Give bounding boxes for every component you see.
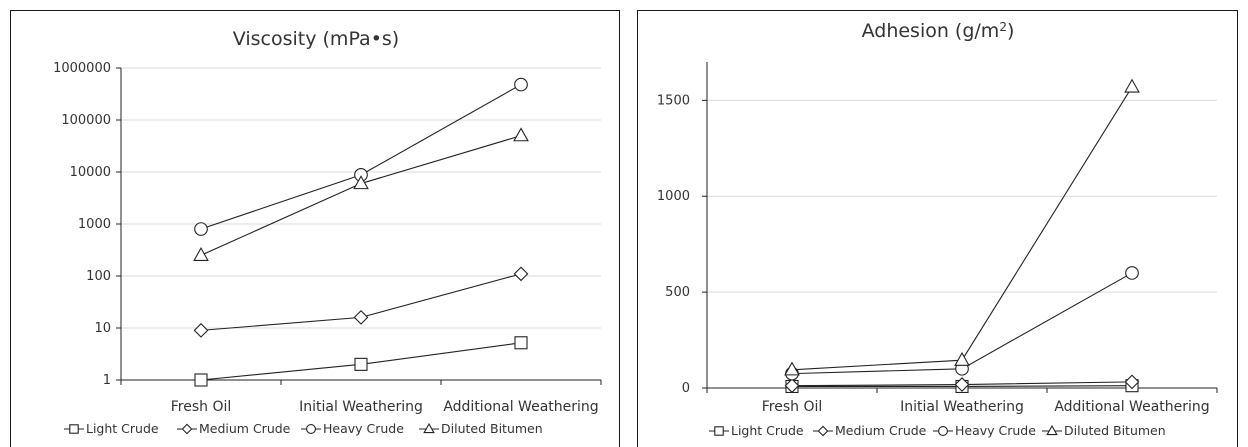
series-diluted-bitumen — [193, 127, 529, 261]
data-point — [194, 373, 208, 387]
chart-title: Viscosity (mPa•s) — [233, 28, 399, 50]
data-point — [193, 246, 209, 261]
data-point — [514, 336, 528, 350]
legend-marker — [69, 424, 79, 434]
legend-label: Light Crude — [731, 423, 804, 438]
legend-item: Light Crude — [64, 421, 159, 436]
x-tick-label: Initial Weathering — [299, 399, 423, 415]
data-point — [1124, 374, 1140, 390]
series-line — [200, 84, 522, 230]
chart-title: Adhesion (g/m2) — [862, 20, 1015, 42]
data-point — [784, 378, 800, 394]
data-point — [1124, 78, 1140, 93]
data-point — [954, 351, 970, 366]
y-tick-label: 1 — [103, 373, 111, 388]
y-tick-label: 100000 — [61, 113, 111, 128]
legend-label: Diluted Bitumen — [1064, 423, 1166, 438]
legend-label: Heavy Crude — [955, 423, 1036, 438]
x-tick-label: Additional Weathering — [1054, 399, 1209, 415]
y-tick-label: 1000 — [78, 217, 111, 232]
y-tick-label: 10 — [94, 321, 111, 336]
legend-item: Heavy Crude — [301, 421, 404, 436]
data-point — [353, 310, 369, 325]
legend-item: Medium Crude — [177, 421, 291, 436]
viscosity-chart-panel: Viscosity (mPa•s) 1 10 100 1000 10000 100000 1… — [10, 10, 620, 447]
data-point — [954, 377, 970, 392]
series-medium-crude — [784, 374, 1140, 394]
legend-marker — [817, 425, 829, 437]
legend-marker — [306, 424, 316, 434]
data-point — [513, 127, 529, 142]
adhesion-chart: Adhesion (g/m2) 0 500 1000 1500 Fresh Oil Ini… — [657, 20, 1218, 438]
legend-label: Diluted Bitumen — [441, 421, 543, 436]
legend-marker — [714, 426, 724, 436]
data-point — [514, 77, 528, 92]
series-heavy-crude — [194, 77, 528, 236]
y-tick-label: 0 — [682, 381, 690, 396]
y-tick-label: 1000000 — [53, 61, 111, 76]
data-point — [1125, 266, 1139, 280]
legend-item: Light Crude — [709, 423, 804, 438]
series-line — [200, 135, 522, 256]
legend-item: Heavy Crude — [933, 423, 1036, 438]
series-line — [791, 86, 1133, 371]
x-tick-label: Additional Weathering — [443, 399, 598, 415]
data-point — [354, 357, 368, 371]
adhesion-chart-panel: Adhesion (g/m2) 0 500 1000 1500 Fresh Oil Ini… — [637, 10, 1238, 447]
data-point — [193, 323, 209, 338]
series-diluted-bitumen — [784, 78, 1140, 376]
legend-marker — [181, 423, 193, 435]
y-tick-label: 500 — [665, 285, 690, 300]
y-tick-label: 1500 — [657, 93, 690, 108]
data-point — [353, 175, 369, 190]
data-point — [194, 222, 208, 236]
series-medium-crude — [193, 266, 529, 338]
y-tick-label: 10000 — [70, 165, 111, 180]
legend-label: Light Crude — [86, 421, 159, 436]
legend-item: Medium Crude — [813, 423, 927, 438]
series-light-crude — [194, 336, 528, 387]
x-tick-label: Initial Weathering — [900, 399, 1024, 415]
legend-marker — [1046, 424, 1058, 436]
viscosity-chart: Viscosity (mPa•s) 1 10 100 1000 10000 100000 1… — [53, 28, 602, 436]
y-tick-label: 1000 — [657, 189, 690, 204]
y-tick-label: 100 — [86, 269, 111, 284]
legend-item: Diluted Bitumen — [419, 421, 543, 436]
x-tick-label: Fresh Oil — [762, 399, 823, 415]
legend-marker — [423, 422, 435, 434]
legend-label: Medium Crude — [199, 421, 291, 436]
legend-label: Heavy Crude — [323, 421, 404, 436]
x-tick-label: Fresh Oil — [171, 399, 232, 415]
legend-item: Diluted Bitumen — [1042, 423, 1166, 438]
legend-marker — [938, 426, 948, 436]
data-point — [513, 266, 529, 282]
legend-label: Medium Crude — [835, 423, 927, 438]
data-point — [784, 361, 800, 376]
